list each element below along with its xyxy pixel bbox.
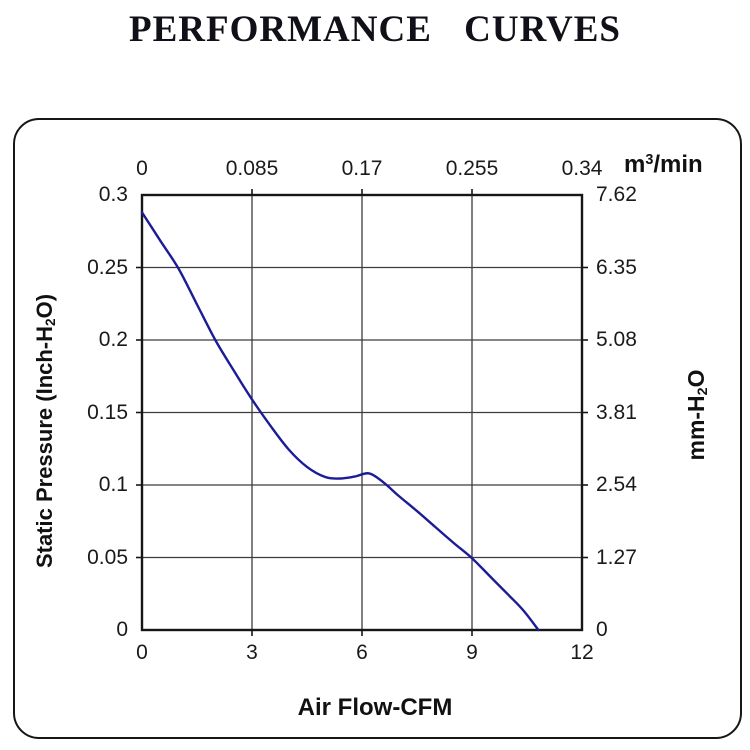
left-axis-tick-label: 0.15	[87, 400, 128, 424]
top-axis-tick-label: 0.085	[225, 157, 279, 180]
top-axis-tick-label: 0	[136, 157, 148, 180]
pressure-curve	[140, 211, 540, 632]
bottom-axis-tick-label: 3	[246, 641, 258, 664]
right-axis-tick-label: 1.27	[596, 545, 637, 569]
left-axis-title-post: O)	[32, 293, 57, 319]
top-axis-unit-sup: 3	[645, 152, 654, 169]
top-axis-tick-label: 0.34	[561, 157, 603, 180]
top-axis-unit-rest: /min	[653, 151, 703, 178]
right-axis-tick-label: 2.54	[596, 473, 637, 496]
left-axis-tick-label: 0.2	[98, 328, 128, 351]
left-axis-tick-label: 0	[116, 618, 128, 641]
left-axis-tick-label: 0.3	[98, 183, 128, 206]
page-title: PERFORMANCE CURVES	[129, 9, 621, 50]
left-axis-title-pre: Static Pressure (Inch-H	[32, 325, 57, 569]
right-axis-title-pre: mm-H	[682, 395, 709, 461]
right-axis-tick-label: 7.62	[596, 183, 637, 206]
bottom-axis-tick-label: 6	[356, 641, 368, 664]
left-axis-tick-label: 0.05	[87, 545, 128, 569]
top-axis-unit-base: m	[624, 151, 646, 178]
left-axis-title-sub: 2	[43, 318, 58, 326]
left-axis-tick-label: 0.25	[87, 255, 128, 279]
plot-frame	[140, 193, 584, 632]
right-axis-title-post: O	[682, 369, 709, 388]
top-axis-tick-label: 0.255	[445, 157, 499, 180]
chart-panel	[13, 118, 742, 739]
top-axis-tick-label: 0.17	[341, 157, 383, 180]
bottom-axis-tick-label: 0	[136, 641, 148, 664]
right-axis-tick-label: 3.81	[596, 400, 637, 424]
right-axis-tick-label: 5.08	[596, 328, 637, 351]
bottom-axis-tick-label: 9	[466, 641, 478, 664]
left-axis-tick-label: 0.1	[98, 473, 128, 496]
right-axis-title: mm-H2O	[683, 370, 711, 461]
bottom-axis-title: Air Flow-CFM	[297, 694, 453, 721]
right-axis-title-sub: 2	[695, 387, 712, 396]
top-axis-unit: m3/min	[624, 151, 703, 179]
right-axis-tick-label: 6.35	[596, 255, 637, 279]
bottom-axis-tick-label: 12	[570, 641, 594, 664]
right-axis-tick-label: 0	[596, 618, 608, 641]
left-axis-title: Static Pressure (Inch-H2O)	[32, 294, 58, 568]
